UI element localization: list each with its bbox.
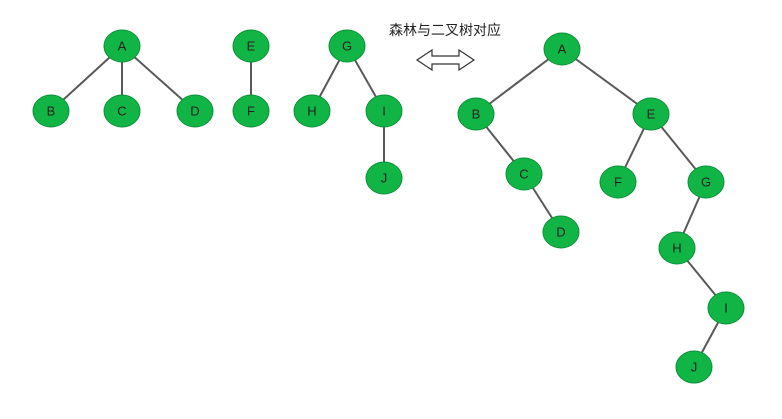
binary-node-C: C [505, 157, 543, 191]
binary-node-circle [542, 215, 580, 249]
forest-node-label: C [117, 104, 126, 119]
binary-node-circle [687, 165, 725, 199]
nodes-layer: A B C D E F G H I J A B C D E F G H I J [32, 29, 745, 384]
forest-node-B: B [32, 94, 70, 128]
forest-node-label: I [382, 104, 386, 119]
forest-node-A: A [103, 29, 141, 63]
binary-node-A: A [543, 32, 581, 66]
binary-node-J: J [675, 350, 713, 384]
binary-node-circle [707, 291, 745, 325]
forest-node-label: B [47, 104, 56, 119]
binary-node-label: F [614, 175, 622, 190]
binary-node-B: B [457, 97, 495, 131]
binary-node-label: D [556, 225, 565, 240]
binary-node-label: G [701, 175, 711, 190]
binary-node-circle [457, 97, 495, 131]
forest-node-C: C [103, 94, 141, 128]
forest-node-circle [103, 94, 141, 128]
forest-node-circle [176, 94, 214, 128]
binary-node-label: B [472, 107, 481, 122]
forest-node-E: E [232, 29, 270, 63]
forest-node-F: F [232, 94, 270, 128]
double-arrow-icon [415, 48, 476, 72]
binary-node-label: J [691, 360, 698, 375]
forest-node-G: G [328, 29, 366, 63]
binary-node-H: H [658, 231, 696, 265]
forest-node-circle [232, 94, 270, 128]
binary-node-label: A [558, 42, 567, 57]
binary-node-circle [658, 231, 696, 265]
binary-node-label: C [519, 167, 528, 182]
forest-node-circle [365, 161, 403, 195]
forest-node-circle [365, 94, 403, 128]
forest-node-label: G [342, 39, 352, 54]
forest-node-circle [103, 29, 141, 63]
forest-node-label: H [307, 104, 316, 119]
binary-edge-A-E [561, 48, 652, 115]
forest-node-circle [328, 29, 366, 63]
binary-node-circle [505, 157, 543, 191]
forest-node-J: J [365, 161, 403, 195]
binary-node-F: F [599, 165, 637, 199]
binary-node-label: I [724, 301, 728, 316]
forest-node-label: D [190, 104, 199, 119]
binary-node-circle [543, 32, 581, 66]
binary-node-circle [599, 165, 637, 199]
binary-node-D: D [542, 215, 580, 249]
forest-node-H: H [293, 94, 331, 128]
binary-edge-A-B [475, 48, 563, 115]
forest-node-circle [32, 94, 70, 128]
forest-node-circle [293, 94, 331, 128]
forest-node-label: E [247, 39, 256, 54]
binary-node-E: E [632, 97, 670, 131]
forest-node-I: I [365, 94, 403, 128]
forest-node-label: F [247, 104, 255, 119]
binary-node-circle [675, 350, 713, 384]
edges-layer [50, 45, 727, 368]
binary-node-G: G [687, 165, 725, 199]
forest-node-label: J [381, 171, 388, 186]
forest-node-label: A [118, 39, 127, 54]
binary-node-I: I [707, 291, 745, 325]
diagram-caption: 森林与二叉树对应 [389, 22, 501, 39]
forest-node-circle [232, 29, 270, 63]
binary-node-label: E [647, 107, 656, 122]
forest-node-D: D [176, 94, 214, 128]
binary-node-label: H [672, 241, 681, 256]
binary-node-circle [632, 97, 670, 131]
